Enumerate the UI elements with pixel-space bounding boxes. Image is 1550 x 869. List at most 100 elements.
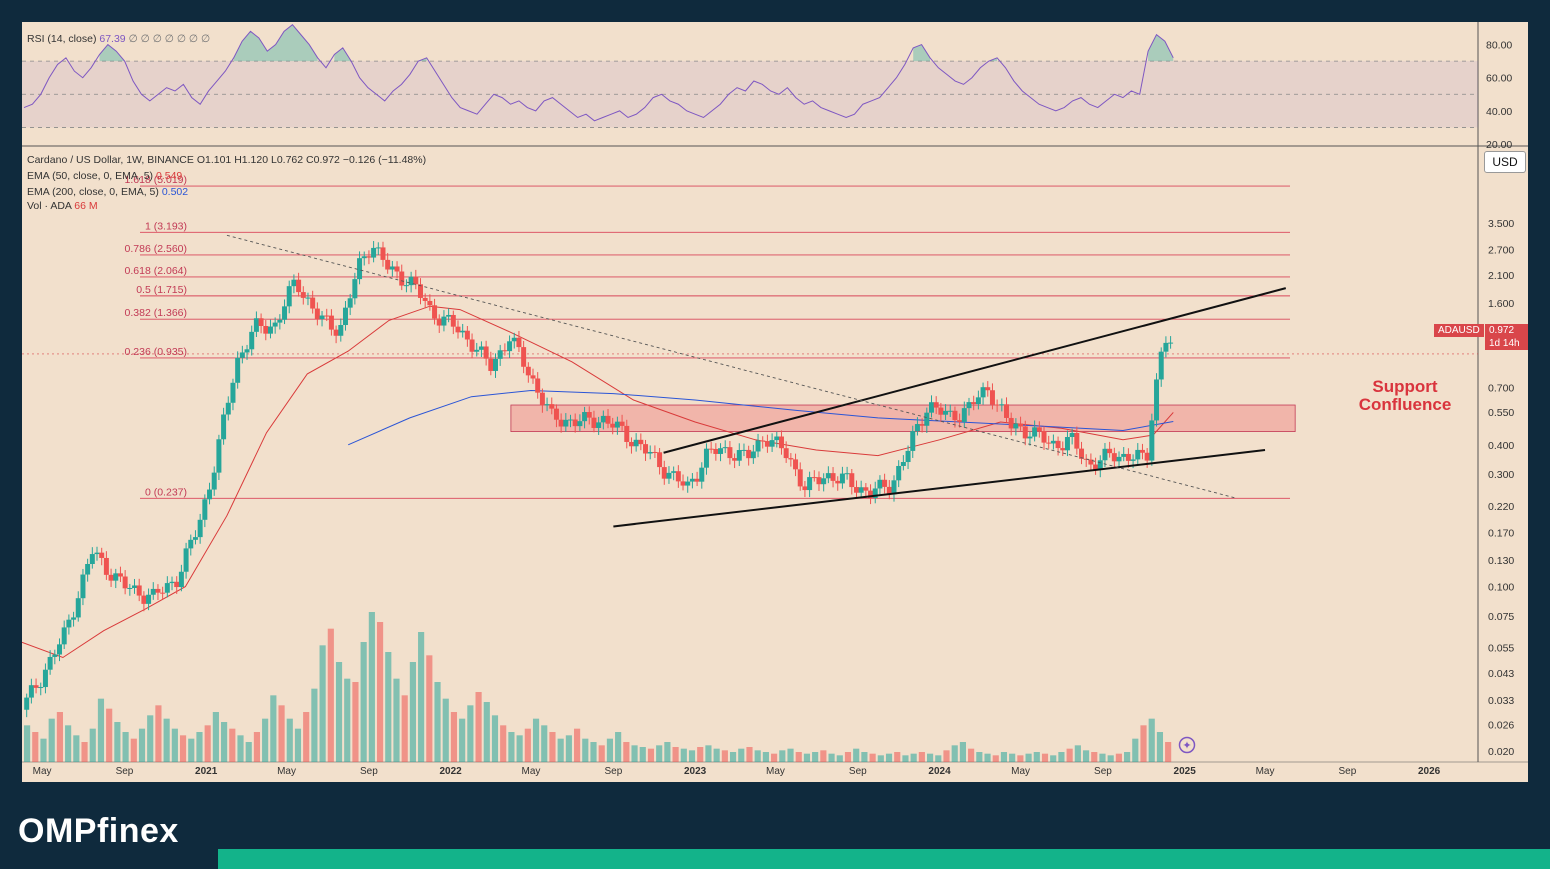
chart-canvas[interactable]: 80.00 60.00 40.00 20.00 1.618 (5.019) 1 (3.19… — [22, 22, 1528, 782]
candle-body — [891, 480, 897, 495]
fib-label: 0 (0.237) — [145, 486, 187, 498]
chart-panel[interactable]: 80.00 60.00 40.00 20.00 1.618 (5.019) 1 (3.19… — [22, 22, 1528, 782]
volume-bar — [697, 747, 704, 762]
ohlc-open: O1.101 — [196, 154, 232, 166]
volume-bar — [1041, 753, 1049, 762]
candle-body — [141, 595, 147, 604]
symbol-badge: ADAUSD — [1434, 324, 1484, 337]
currency-selector[interactable]: USD — [1484, 151, 1526, 173]
candle-body — [408, 276, 414, 286]
candle-body — [338, 325, 344, 336]
volume-bar — [188, 738, 195, 762]
fib-label: 1.618 (5.019) — [125, 174, 187, 186]
candle-body — [197, 519, 203, 538]
trendline-descending-dashed — [226, 234, 1238, 499]
volume-bar — [1009, 753, 1016, 762]
candle-body — [192, 537, 198, 540]
candle-body — [774, 436, 780, 441]
volume-bar — [114, 722, 121, 762]
candle-body — [380, 247, 386, 260]
volume-bar — [89, 728, 96, 762]
ema200-value: 0.502 — [161, 186, 189, 198]
price-tick-label: 1.600 — [1488, 298, 1514, 310]
candle-body — [539, 392, 545, 406]
candle-body — [1004, 404, 1010, 418]
time-tick-label: May — [1011, 766, 1030, 777]
volume-bar — [902, 755, 909, 762]
candle-body — [38, 687, 44, 689]
bar-countdown: 1d 14h — [1489, 338, 1520, 349]
candle-body — [183, 548, 189, 572]
candle-body — [300, 292, 306, 298]
support-zone — [510, 404, 1296, 433]
rsi-tick-label: 40.00 — [1486, 106, 1512, 118]
volume-bar — [803, 753, 811, 762]
fib-label: 1 (3.193) — [145, 220, 187, 232]
volume-bar — [1115, 753, 1122, 762]
volume-bar — [1058, 752, 1065, 762]
volume-bar — [664, 742, 671, 762]
volume-bar — [861, 752, 868, 762]
candle-body — [385, 259, 391, 270]
brand-stripe — [218, 849, 1550, 869]
candle-body — [174, 581, 180, 588]
volume-bar — [229, 728, 236, 762]
candle-body — [877, 479, 883, 489]
volume-bar — [327, 628, 334, 762]
candle-body — [1032, 427, 1038, 437]
candle-body — [694, 478, 700, 482]
candle-body — [291, 279, 297, 287]
candle-body — [71, 617, 77, 620]
candle-body — [211, 472, 217, 490]
candle-body — [764, 441, 770, 447]
candle-body — [614, 421, 620, 428]
volume-bar — [623, 742, 630, 762]
volume-bar — [508, 732, 515, 762]
last-price-badge: 0.972 1d 14h — [1485, 324, 1528, 350]
volume-bar — [746, 747, 753, 762]
volume-bar — [1017, 755, 1024, 762]
candle-body — [544, 404, 550, 406]
time-tick-label: Sep — [360, 766, 378, 777]
volume-bar — [524, 728, 531, 762]
candle-body — [708, 448, 714, 450]
candle-body — [844, 473, 850, 475]
candle-body — [85, 563, 91, 575]
volume-bar — [171, 728, 178, 762]
candle-body — [450, 314, 456, 327]
volume-bar — [286, 718, 293, 762]
volume-bar — [656, 745, 663, 762]
candle-body — [357, 258, 363, 280]
add-indicator-icon[interactable] — [1178, 736, 1196, 754]
ohlc-change: −0.126 (−11.48%) — [342, 154, 427, 166]
volume-bar — [729, 752, 737, 762]
rsi-tick-label: 20.00 — [1486, 139, 1512, 151]
candle-body — [914, 424, 920, 432]
candle-body — [305, 297, 311, 299]
candle-body — [689, 478, 695, 482]
candle-body — [671, 471, 677, 473]
fib-label: 0.786 (2.560) — [125, 243, 187, 255]
candle-body — [361, 256, 367, 259]
volume-bar — [565, 735, 572, 762]
volume-bar — [877, 755, 884, 762]
candle-body — [741, 449, 747, 451]
candle-body — [52, 654, 58, 657]
candle-body — [1018, 423, 1024, 427]
candle-body — [1088, 459, 1094, 465]
candle-body — [61, 627, 67, 645]
candle-body — [478, 346, 484, 350]
candle-body — [117, 573, 123, 577]
volume-bar — [368, 612, 375, 762]
ohlc-close: C0.972 — [306, 154, 340, 166]
candle-body — [178, 571, 184, 588]
rsi-title: RSI (14, close) — [27, 33, 97, 45]
time-tick-label: Sep — [849, 766, 867, 777]
symbol-title: Cardano / US Dollar, 1W, BINANCE — [27, 154, 194, 166]
candle-body — [1158, 351, 1164, 380]
candle-body — [1116, 456, 1122, 462]
candle-body — [957, 420, 963, 422]
price-tick-label: 0.055 — [1488, 643, 1514, 655]
candle-body — [296, 279, 302, 293]
candle-body — [1168, 342, 1174, 344]
